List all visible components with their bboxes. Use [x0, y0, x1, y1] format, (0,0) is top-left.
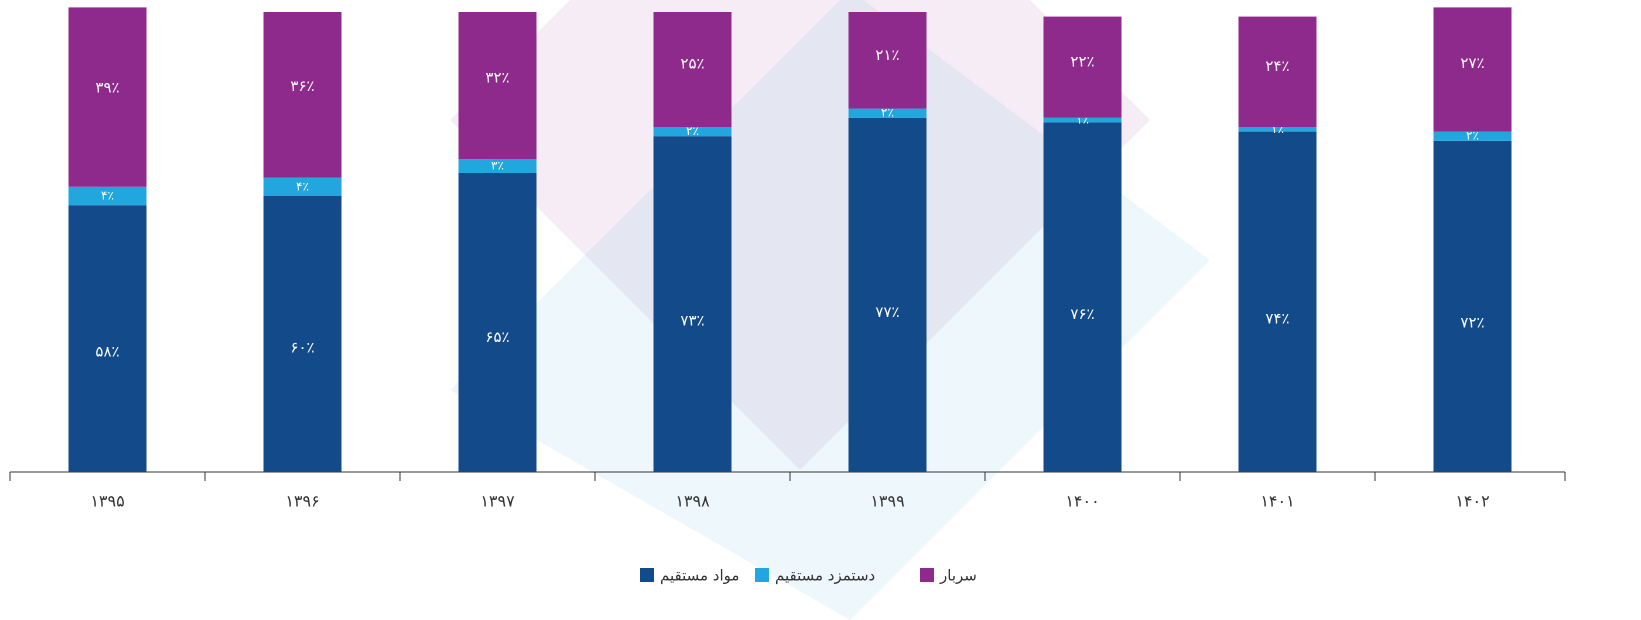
legend-swatch: [920, 568, 934, 582]
data-label: ۲٪: [1466, 129, 1479, 143]
bar-segment: [1238, 16, 1317, 128]
bar-segment: [1433, 131, 1512, 141]
data-label: ۲٪: [686, 124, 699, 138]
x-tick-label: ۱۳۹۵: [90, 492, 124, 511]
x-tick-label: ۱۴۰۲: [1455, 492, 1489, 511]
legend-swatch: [640, 568, 654, 582]
bar-segment: [1433, 7, 1512, 132]
bar-segment: [653, 12, 732, 127]
data-label: ۷۲٪: [1460, 313, 1484, 331]
bar-segment: [68, 186, 147, 206]
x-tick-label: ۱۳۹۸: [675, 492, 710, 511]
data-label: ۲۷٪: [1460, 54, 1484, 72]
bar-segment: [68, 205, 147, 472]
bar-segment: [263, 12, 342, 178]
data-label: ۲۱٪: [875, 46, 899, 64]
data-label: ۳۶٪: [290, 77, 314, 95]
bar-segment: [1238, 127, 1317, 132]
legend-label: سربار: [939, 567, 977, 585]
data-label: ۷۶٪: [1070, 305, 1094, 323]
legend-label: مواد مستقیم: [660, 567, 739, 585]
bar-segment: [848, 108, 927, 118]
data-label: ۴٪: [296, 179, 309, 193]
bar-segment: [1043, 117, 1122, 123]
bar-segment: [848, 12, 927, 109]
bar-segment: [1043, 16, 1122, 118]
bar-segment: [458, 173, 537, 472]
x-tick-label: ۱۴۰۰: [1065, 492, 1099, 511]
bar-segment: [1043, 122, 1122, 473]
data-label: ۲۴٪: [1265, 57, 1289, 75]
legend-label: دستمزد مستقیم: [775, 567, 875, 585]
bar-segment: [653, 127, 732, 137]
data-label: ۷۷٪: [875, 303, 899, 321]
watermark: [450, 0, 1210, 620]
data-label: ۲۵٪: [680, 54, 704, 72]
data-label: ۷۴٪: [1265, 309, 1289, 327]
data-label: ۲۲٪: [1070, 53, 1094, 71]
data-label: ۲٪: [881, 106, 894, 120]
x-tick-label: ۱۳۹۷: [480, 492, 515, 511]
bar-segment: [653, 136, 732, 472]
watermark-diamond: [450, 0, 1150, 470]
bar-segment: [848, 117, 927, 473]
bar-segment: [263, 177, 342, 196]
data-label: ۵۸٪: [95, 342, 119, 360]
data-label: ۳٪: [491, 159, 504, 173]
bar-segment: [263, 196, 342, 472]
data-label: ۶۵٪: [485, 328, 509, 346]
watermark-diamond: [450, 0, 1210, 620]
bar-segment: [458, 159, 537, 173]
data-label: ۳۹٪: [95, 79, 119, 97]
bar-segment: [1238, 131, 1317, 472]
x-tick-label: ۱۳۹۹: [870, 492, 904, 511]
bar-segment: [458, 12, 537, 160]
legend-swatch: [755, 568, 769, 582]
data-label: ۳۲٪: [485, 69, 509, 87]
x-tick-label: ۱۴۰۱: [1260, 492, 1294, 511]
bar-segment: [68, 7, 147, 187]
data-label: ۶۰٪: [290, 338, 314, 356]
data-label: ۴٪: [101, 189, 114, 203]
bar-segment: [1433, 140, 1512, 473]
data-label: ۷۳٪: [680, 311, 704, 329]
x-tick-label: ۱۳۹۶: [285, 492, 319, 511]
